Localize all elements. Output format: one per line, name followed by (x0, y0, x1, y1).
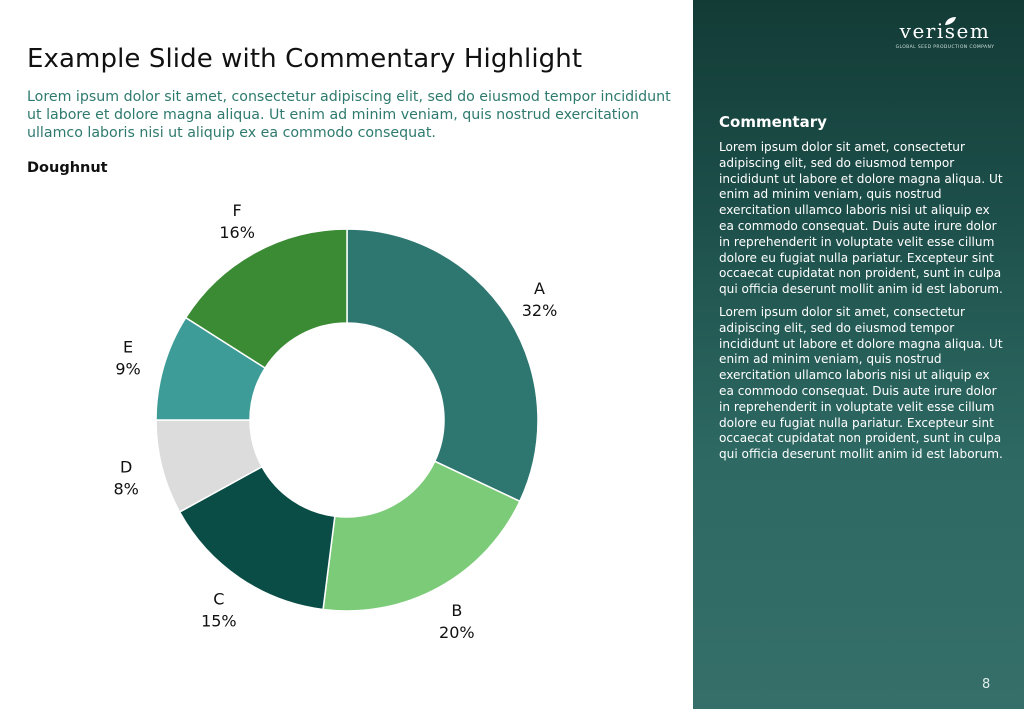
slice-value-label: 15% (201, 612, 237, 631)
doughnut-slice-f (184, 228, 348, 370)
commentary-title: Commentary (719, 113, 827, 131)
doughnut-slice-a (346, 228, 539, 503)
doughnut-chart: A 32% B 20% C 15% D 8% E 9% F 16% (113, 201, 558, 642)
slice-value-label: 16% (219, 223, 255, 242)
page-number: 8 (982, 677, 991, 692)
commentary-body: Lorem ipsum dolor sit amet, consectetur … (719, 140, 1005, 470)
slice-category-label: E (123, 337, 133, 356)
chart-heading: Doughnut (27, 160, 108, 176)
slide-content-area: Example Slide with Commentary Highlight … (27, 44, 671, 642)
slice-category-label: B (451, 601, 462, 620)
slice-value-label: 8% (113, 480, 138, 499)
slice-category-label: F (233, 201, 242, 220)
slice-category-label: A (534, 279, 545, 298)
logo-wordmark: verisem (899, 19, 991, 43)
logo-tagline: GLOBAL SEED PRODUCTION COMPANY (895, 45, 995, 50)
slide-subtitle: Lorem ipsum dolor sit amet, consectetur … (27, 89, 671, 141)
slice-value-label: 20% (439, 623, 475, 642)
slice-value-label: 32% (522, 301, 558, 320)
slide-title: Example Slide with Commentary Highlight (27, 44, 583, 74)
doughnut-slice-b (322, 460, 521, 612)
commentary-paragraph: Lorem ipsum dolor sit amet, consectetur … (719, 304, 1003, 462)
brand-logo: verisem GLOBAL SEED PRODUCTION COMPANY (893, 17, 997, 50)
leaf-icon (945, 17, 956, 25)
slice-value-label: 9% (115, 359, 140, 378)
slice-category-label: C (213, 590, 224, 609)
commentary-panel: verisem GLOBAL SEED PRODUCTION COMPANY C… (693, 0, 1024, 709)
commentary-paragraph: Lorem ipsum dolor sit amet, consectetur … (719, 140, 1003, 297)
slice-category-label: D (120, 458, 132, 477)
